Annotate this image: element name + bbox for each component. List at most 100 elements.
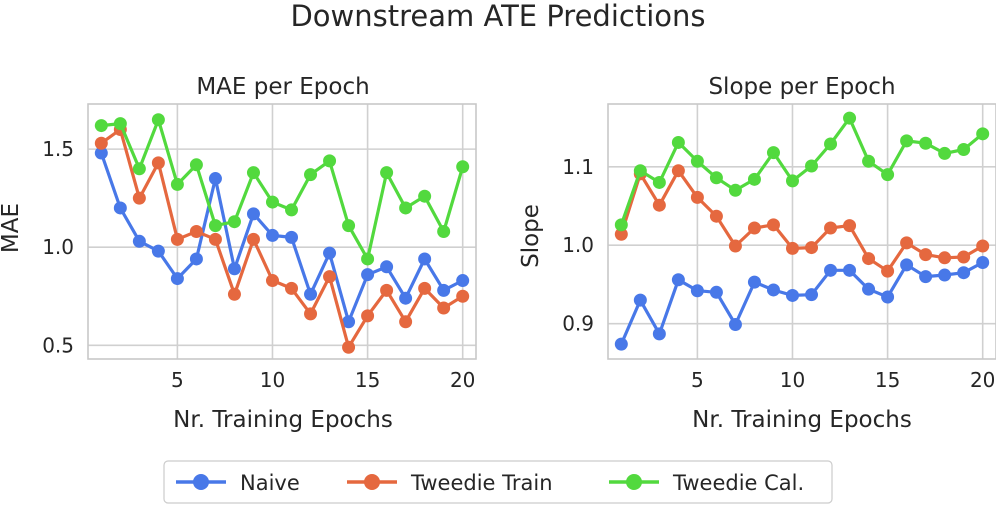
legend-item-tweedie-cal: Tweedie Cal.: [609, 471, 804, 495]
slope-point-tweedie-train: [938, 251, 952, 265]
slope-chart-title: Slope per Epoch: [708, 74, 895, 100]
mae-point-tweedie-train: [170, 232, 184, 246]
mae-point-tweedie-cal: [227, 215, 241, 229]
legend-naive-label: Naive: [240, 471, 300, 495]
mae-point-naive: [304, 287, 318, 301]
slope-ytick-label: 1.0: [562, 233, 594, 257]
slope-point-tweedie-train: [824, 221, 838, 235]
mae-xtick-label: 20: [450, 368, 475, 392]
slope-point-naive: [881, 290, 895, 304]
slope-point-tweedie-train: [957, 250, 971, 264]
mae-point-naive: [323, 246, 337, 260]
slope-point-naive: [633, 293, 647, 307]
slope-point-tweedie-cal: [709, 171, 723, 185]
slope-point-naive: [957, 266, 971, 280]
mae-point-tweedie-cal: [151, 113, 165, 127]
slope-point-tweedie-cal: [652, 175, 666, 189]
mae-point-tweedie-train: [437, 301, 451, 315]
legend: Naive Tweedie Train Tweedie Cal.: [163, 460, 833, 504]
mae-point-tweedie-cal: [399, 201, 413, 215]
slope-point-tweedie-cal: [957, 143, 971, 157]
mae-point-naive: [151, 244, 165, 258]
slope-xlabel: Nr. Training Epochs: [692, 407, 912, 433]
slope-xtick-label: 5: [691, 368, 704, 392]
mae-xlabel: Nr. Training Epochs: [173, 407, 393, 433]
slope-point-tweedie-train: [652, 198, 666, 212]
mae-point-tweedie-cal: [380, 166, 394, 180]
mae-point-tweedie-cal: [456, 160, 470, 174]
mae-point-tweedie-train: [189, 225, 203, 238]
slope-plot-frame: [607, 103, 996, 360]
slope-point-tweedie-train: [862, 252, 876, 266]
mae-point-naive: [380, 260, 394, 274]
mae-point-tweedie-cal: [113, 117, 127, 131]
mae-point-naive: [456, 274, 470, 288]
mae-point-tweedie-train: [246, 232, 260, 246]
mae-point-tweedie-cal: [418, 189, 432, 203]
legend-naive-marker: [193, 474, 209, 490]
slope-point-tweedie-train: [671, 164, 685, 178]
mae-point-tweedie-train: [285, 281, 299, 295]
slope-point-naive: [747, 275, 761, 289]
slope-point-naive: [652, 327, 666, 341]
slope-point-naive: [938, 268, 952, 282]
slope-point-tweedie-cal: [785, 174, 799, 188]
slope-ytick-label: 0.9: [562, 312, 594, 336]
mae-point-tweedie-cal: [132, 162, 146, 176]
slope-point-tweedie-cal: [728, 183, 742, 197]
slope-point-naive: [843, 263, 857, 277]
slope-point-tweedie-cal: [766, 146, 780, 160]
mae-point-naive: [361, 268, 375, 282]
slope-point-naive: [766, 283, 780, 297]
slope-point-naive: [785, 288, 799, 302]
mae-point-naive: [227, 262, 241, 276]
slope-point-naive: [805, 288, 819, 302]
mae-point-tweedie-cal: [323, 154, 337, 168]
mae-point-tweedie-train: [380, 283, 394, 297]
mae-point-tweedie-cal: [285, 203, 299, 217]
slope-chart: Slope per Epoch 5 10 15 20 0.9 1.0 1.1 Nr. Tra…: [518, 74, 996, 433]
mae-point-tweedie-train: [342, 340, 356, 354]
slope-ytick-label: 1.1: [562, 155, 594, 179]
legend-tweedie-train-marker: [364, 474, 380, 490]
mae-point-naive: [113, 201, 127, 215]
slope-point-tweedie-train: [900, 236, 914, 250]
slope-point-tweedie-train: [785, 241, 799, 255]
legend-tweedie-cal-marker: [626, 474, 642, 490]
mae-point-tweedie-train: [456, 289, 470, 303]
mae-point-tweedie-train: [361, 309, 375, 323]
slope-point-naive: [976, 255, 990, 269]
slope-point-tweedie-cal: [881, 168, 895, 182]
mae-point-tweedie-cal: [304, 168, 318, 182]
slope-point-naive: [862, 282, 876, 296]
mae-point-tweedie-train: [132, 191, 146, 205]
slope-point-tweedie-train: [728, 239, 742, 253]
mae-plot-area: 5 10 15 20 0.5 1.0 1.5: [42, 103, 477, 392]
slope-ylabel: Slope: [518, 204, 544, 268]
slope-xtick-label: 20: [970, 368, 995, 392]
mae-point-tweedie-train: [304, 307, 318, 321]
mae-xtick-label: 15: [355, 368, 380, 392]
slope-point-tweedie-train: [805, 241, 819, 255]
mae-point-naive: [208, 172, 222, 186]
slope-point-tweedie-cal: [843, 111, 857, 125]
mae-point-tweedie-train: [151, 156, 165, 170]
mae-point-tweedie-train: [265, 274, 279, 288]
slope-point-naive: [728, 317, 742, 331]
mae-chart: MAE per Epoch 5 10 15 20 0.5 1.0 1.5 Nr. Train…: [0, 74, 477, 433]
mae-ytick-label: 1.5: [42, 137, 74, 161]
slope-xtick-label: 10: [780, 368, 805, 392]
mae-xtick-label: 5: [171, 368, 184, 392]
mae-point-naive: [132, 234, 146, 248]
slope-point-tweedie-cal: [919, 136, 933, 150]
slope-point-tweedie-train: [709, 209, 723, 223]
slope-point-tweedie-cal: [805, 159, 819, 173]
slope-point-tweedie-train: [614, 227, 628, 241]
slope-point-tweedie-cal: [671, 135, 685, 149]
slope-point-naive: [900, 258, 914, 272]
mae-point-naive: [170, 272, 184, 286]
slope-point-tweedie-train: [881, 264, 895, 278]
slope-point-tweedie-train: [766, 218, 780, 232]
mae-point-tweedie-cal: [437, 225, 451, 238]
slope-point-tweedie-cal: [862, 154, 876, 168]
